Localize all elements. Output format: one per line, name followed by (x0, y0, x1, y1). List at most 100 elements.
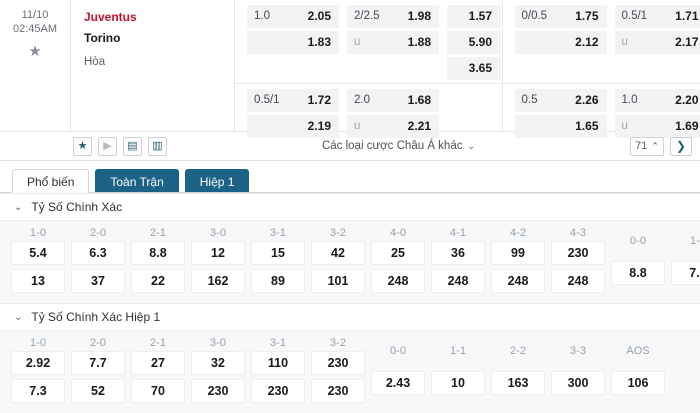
score-odds-cell[interactable]: 101 (311, 269, 365, 293)
statistics-bar-icon[interactable]: ▥ (148, 136, 167, 156)
score-odds-cell[interactable]: 52 (71, 379, 125, 403)
score-odds-cell[interactable]: 230 (311, 351, 365, 375)
score-column: 2-0 7.7 52 (68, 335, 128, 407)
handicap-home-value-ht-alt[interactable]: 0.5 (514, 89, 561, 112)
score-column-label: 1-1 (450, 345, 466, 357)
score-odds-cell[interactable]: 25 (371, 241, 425, 265)
star-icon[interactable]: ★ (28, 43, 42, 60)
score-odds-cell[interactable]: 6.3 (71, 241, 125, 265)
more-asian-bets-toggle[interactable]: Các loại cược Châu Á khác ⌄ (322, 140, 475, 152)
over-price-ht[interactable]: 1.71 (660, 5, 700, 28)
score-odds-cell[interactable]: 2.92 (11, 351, 65, 375)
score-odds-cell[interactable]: 248 (431, 269, 485, 293)
under-value[interactable]: u (347, 31, 393, 54)
score-column-label: 0-0 (390, 345, 406, 357)
tab-toan-tran[interactable]: Toàn Trận (95, 169, 179, 193)
score-odds-cell[interactable]: 36 (431, 241, 485, 265)
away-win-price[interactable]: 3.65 (447, 57, 501, 80)
score-odds-cell[interactable]: 7.7 (71, 351, 125, 375)
empty-cell (447, 89, 501, 112)
score-odds-cell[interactable]: 22 (131, 269, 185, 293)
chevron-down-icon: ⌄ (467, 140, 476, 151)
score-odds-cell[interactable]: 248 (491, 269, 545, 293)
handicap-home-value[interactable]: 1.0 (247, 5, 293, 28)
market-header[interactable]: ⌄ Tỷ Số Chính Xác Hiệp 1 (0, 304, 700, 331)
score-odds-cell[interactable]: 42 (311, 241, 365, 265)
under-price[interactable]: 1.88 (393, 31, 439, 54)
score-odds-cell[interactable]: 27 (131, 351, 185, 375)
score-odds-cell[interactable]: 110 (251, 351, 305, 375)
handicap-away-price-ht[interactable]: 2.12 (560, 31, 607, 54)
handicap-home-value-alt[interactable]: 0.5/1 (247, 89, 293, 112)
under-value-ht-alt[interactable]: u (614, 115, 661, 138)
score-odds-cell[interactable]: 300 (551, 371, 605, 395)
score-odds-cell[interactable]: 7.3 (11, 379, 65, 403)
under-price-ht[interactable]: 2.17 (660, 31, 700, 54)
handicap-away-price-alt[interactable]: 2.19 (293, 115, 339, 138)
score-odds-cell[interactable]: 5.4 (11, 241, 65, 265)
over-price-alt[interactable]: 1.68 (393, 89, 439, 112)
score-odds-cell[interactable]: 230 (311, 379, 365, 403)
score-odds-cell[interactable]: 99 (491, 241, 545, 265)
next-arrow-icon[interactable]: ❯ (669, 136, 692, 156)
score-odds-cell[interactable]: 13 (11, 269, 65, 293)
over-value-ht-alt[interactable]: 1.0 (614, 89, 661, 112)
over-value-alt[interactable]: 2.0 (347, 89, 393, 112)
market-count-toggle[interactable]: 71 ⌃ (629, 136, 664, 156)
handicap-home-price-alt[interactable]: 1.72 (293, 89, 339, 112)
score-odds-cell[interactable]: 248 (551, 269, 605, 293)
handicap-away-value[interactable] (247, 31, 293, 54)
score-odds-cell[interactable]: 70 (131, 379, 185, 403)
handicap-home-price-ht[interactable]: 1.75 (560, 5, 607, 28)
score-odds-cell[interactable]: 2.43 (371, 371, 425, 395)
tab-hiep-1[interactable]: Hiệp 1 (184, 169, 250, 193)
handicap-away-value-ht-alt[interactable] (514, 115, 561, 138)
draw-price[interactable]: 5.90 (447, 31, 501, 54)
under-line-ht: u 2.17 (614, 31, 700, 54)
score-odds-cell[interactable]: 230 (251, 379, 305, 403)
stream-list-icon[interactable]: ▤ (123, 136, 142, 156)
under-value-alt[interactable]: u (347, 115, 393, 138)
more-asian-bets-label: Các loại cược Châu Á khác (321, 140, 463, 152)
market-header[interactable]: ⌄ Tỷ Số Chính Xác (0, 194, 700, 221)
score-odds-cell[interactable]: 162 (191, 269, 245, 293)
score-odds-cell[interactable]: 106 (611, 371, 665, 395)
over-value-ht[interactable]: 0.5/1 (614, 5, 661, 28)
handicap-home-price-ht-alt[interactable]: 2.26 (560, 89, 607, 112)
handicap-home-price[interactable]: 2.05 (293, 5, 339, 28)
score-odds-cell[interactable]: 8.8 (611, 261, 665, 285)
handicap-away-price[interactable]: 1.83 (293, 31, 339, 54)
under-price-alt[interactable]: 2.21 (393, 115, 439, 138)
over-price-ht-alt[interactable]: 2.20 (660, 89, 700, 112)
score-odds-cell[interactable]: 10 (431, 371, 485, 395)
score-odds-cell[interactable]: 37 (71, 269, 125, 293)
score-odds-cell[interactable]: 89 (251, 269, 305, 293)
score-odds-cell[interactable]: 7.5 (671, 261, 700, 285)
play-icon[interactable]: ▶ (98, 136, 117, 156)
score-odds-cell[interactable]: 230 (551, 241, 605, 265)
score-odds-cell[interactable]: 248 (371, 269, 425, 293)
score-column: 4-3 230 248 (548, 225, 608, 297)
score-odds-cell[interactable]: 8.8 (131, 241, 185, 265)
handicap-away-value-alt[interactable] (247, 115, 293, 138)
draw-line: 5.90 (447, 31, 501, 54)
handicap-away-price-ht-alt[interactable]: 1.65 (560, 115, 607, 138)
star-icon[interactable]: ★ (73, 136, 92, 156)
score-odds-cell[interactable]: 12 (191, 241, 245, 265)
score-odds-cell[interactable]: 163 (491, 371, 545, 395)
over-price[interactable]: 1.98 (393, 5, 439, 28)
away-team-name[interactable]: Torino (84, 31, 121, 45)
handicap-away-line-ht: 2.12 (514, 31, 607, 54)
score-odds-cell[interactable]: 230 (191, 379, 245, 403)
home-team-name[interactable]: Juventus (84, 10, 137, 24)
handicap-home-value-ht[interactable]: 0/0.5 (514, 5, 561, 28)
over-value[interactable]: 2/2.5 (347, 5, 393, 28)
under-price-ht-alt[interactable]: 1.69 (660, 115, 700, 138)
handicap-away-value-ht[interactable] (514, 31, 561, 54)
under-value-ht[interactable]: u (614, 31, 661, 54)
tab-pho-bien[interactable]: Phổ biến (12, 169, 90, 193)
score-column: 1-1 7.5 (668, 225, 700, 297)
score-odds-cell[interactable]: 15 (251, 241, 305, 265)
score-odds-cell[interactable]: 32 (191, 351, 245, 375)
home-win-price[interactable]: 1.57 (447, 5, 501, 28)
